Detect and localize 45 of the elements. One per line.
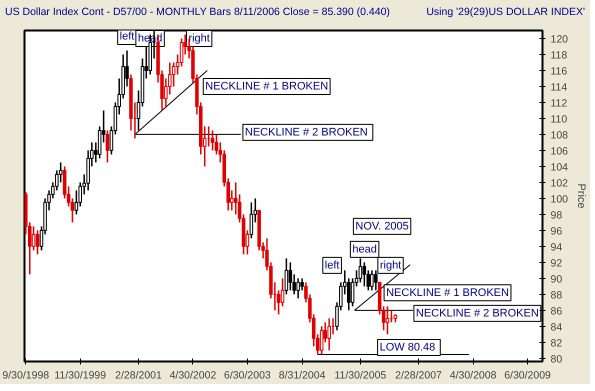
y-axis-title: Price	[575, 183, 588, 209]
annotation: LOW 80.48	[380, 341, 436, 354]
x-tick-label: 6/30/2009	[504, 370, 552, 382]
y-tick-label: 108	[550, 129, 568, 142]
y-tick-label: 116	[550, 65, 568, 78]
y-tick-label: 88	[550, 289, 562, 302]
x-tick-label: 4/30/2008	[450, 370, 497, 382]
y-tick-label: 118	[550, 49, 568, 62]
annotation: NECKLINE # 2 BROKEN	[416, 307, 539, 320]
x-tick-label: 2/28/2001	[115, 370, 162, 382]
annotation: NECKLINE # 1 BROKEN	[205, 80, 328, 92]
x-tick-label: 11/30/2005	[334, 370, 386, 382]
x-tick-label: 6/30/2003	[224, 370, 271, 382]
y-tick-label: 94	[550, 241, 562, 254]
y-tick-label: 102	[550, 177, 568, 190]
y-tick-label: 104	[550, 161, 568, 174]
y-tick-label: 92	[550, 257, 562, 270]
annotation: left	[120, 30, 134, 42]
annotation: left	[324, 259, 340, 272]
x-tick-label: 9/30/1998	[2, 370, 50, 382]
annotation: right	[188, 32, 210, 44]
y-tick-label: 100	[550, 193, 568, 206]
annotation: NECKLINE # 1 BROKEN	[386, 286, 510, 299]
chart-subtitle: Using '29(29)US DOLLAR INDEX'	[426, 5, 585, 20]
y-tick-label: 96	[550, 225, 562, 238]
y-tick-label: 112	[550, 97, 568, 110]
y-tick-label: 114	[550, 81, 568, 94]
annotation: right	[380, 259, 402, 272]
y-tick-label: 82	[550, 337, 562, 350]
x-tick-label: 11/30/1999	[54, 370, 106, 382]
y-tick-label: 98	[550, 209, 562, 222]
y-tick-label: 86	[550, 305, 562, 318]
annotation: head	[352, 243, 377, 256]
y-tick-label: 106	[550, 145, 568, 158]
annotation: NOV. 2005	[355, 220, 409, 232]
x-tick-label: 4/30/2002	[170, 370, 216, 382]
x-tick-label: 8/31/2004	[278, 370, 326, 382]
chart-title: US Dollar Index Cont - D57/00 - MONTHLY Bars 8/11/2006 Close = 85.390 (0.440)	[5, 5, 390, 20]
y-tick-label: 110	[550, 113, 568, 126]
y-tick-label: 84	[550, 321, 562, 334]
y-tick-label: 90	[550, 273, 562, 286]
y-tick-label: 80	[550, 353, 562, 366]
x-tick-label: 2/28/2007	[395, 370, 442, 382]
y-tick-label: 120	[550, 33, 568, 46]
annotation: NECKLINE # 2 BROKEN	[244, 126, 368, 138]
